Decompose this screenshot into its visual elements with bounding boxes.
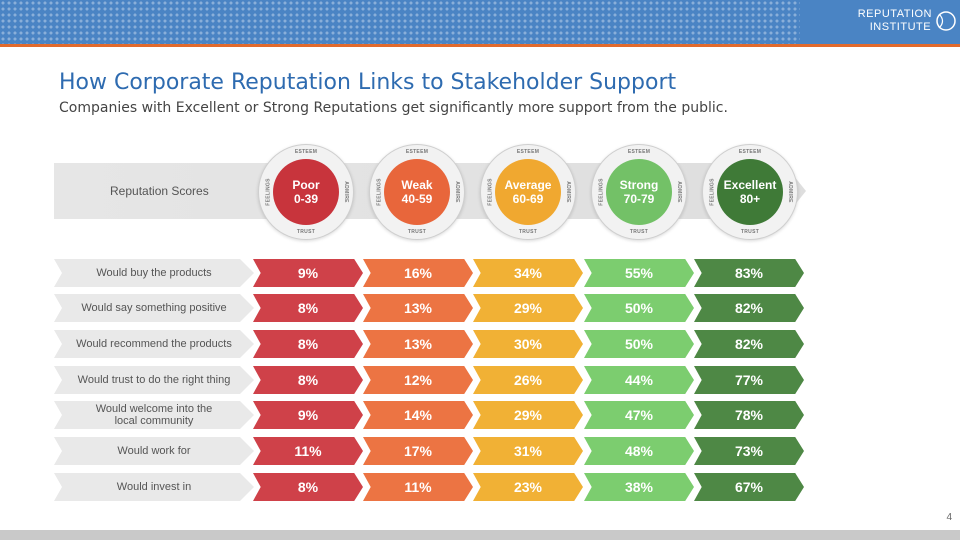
badge-rim-text: ESTEEM <box>627 149 651 155</box>
value-cell: 67% <box>694 473 804 501</box>
reputation-institute-logo: REPUTATION INSTITUTE <box>857 8 956 34</box>
value-cell: 78% <box>694 401 804 429</box>
badge-rim-text: ADMIRE <box>565 181 572 203</box>
badge-rim-text: FEELINGS <box>709 178 716 206</box>
category-name: Average <box>504 178 552 192</box>
world-map-pattern <box>0 0 800 44</box>
value-cell: 82% <box>694 330 804 358</box>
category-range: 70-79 <box>623 192 655 206</box>
badge-rim-text: ESTEEM <box>516 149 540 155</box>
value-cell: 9% <box>253 259 363 287</box>
row-label: Would say something positive <box>54 294 254 322</box>
value-cell: 8% <box>253 330 363 358</box>
value-cell: 8% <box>253 366 363 394</box>
value-cell: 50% <box>584 294 694 322</box>
category-name: Poor <box>292 178 320 192</box>
category-badge: ESTEEM TRUST FEELINGS ADMIRE Weak 40-59 <box>369 144 465 240</box>
category-badge: ESTEEM TRUST FEELINGS ADMIRE Excellent 80+ <box>702 144 798 240</box>
value-cell: 23% <box>473 473 583 501</box>
value-cell: 77% <box>694 366 804 394</box>
row-label: Would welcome into the local community <box>54 401 254 429</box>
page-subtitle: Companies with Excellent or Strong Reput… <box>59 100 728 116</box>
badge-rim-text: FEELINGS <box>598 178 605 206</box>
logo-line-2: INSTITUTE <box>869 21 932 33</box>
value-cell: 83% <box>694 259 804 287</box>
value-cell: 44% <box>584 366 694 394</box>
value-cell: 30% <box>473 330 583 358</box>
value-cell: 82% <box>694 294 804 322</box>
value-cell: 9% <box>253 401 363 429</box>
badge-core: Average 60-69 <box>495 159 561 225</box>
value-cell: 13% <box>363 330 473 358</box>
value-cell: 38% <box>584 473 694 501</box>
value-cell: 55% <box>584 259 694 287</box>
badge-core: Poor 0-39 <box>273 159 339 225</box>
badge-rim-text: TRUST <box>629 229 649 235</box>
header-banner: REPUTATION INSTITUTE <box>0 0 960 44</box>
category-badge: ESTEEM TRUST FEELINGS ADMIRE Average 60-69 <box>480 144 576 240</box>
page-title: How Corporate Reputation Links to Stakeh… <box>59 70 677 95</box>
row-label: Would recommend the products <box>54 330 254 358</box>
category-badge: ESTEEM TRUST FEELINGS ADMIRE Poor 0-39 <box>258 144 354 240</box>
value-cell: 17% <box>363 437 473 465</box>
badge-rim-text: ADMIRE <box>787 181 794 203</box>
badge-rim-text: ADMIRE <box>454 181 461 203</box>
value-cell: 50% <box>584 330 694 358</box>
badge-core: Weak 40-59 <box>384 159 450 225</box>
value-cell: 12% <box>363 366 473 394</box>
badge-core: Strong 70-79 <box>606 159 672 225</box>
badge-rim-text: TRUST <box>740 229 760 235</box>
badge-rim-text: ADMIRE <box>676 181 683 203</box>
value-cell: 8% <box>253 294 363 322</box>
footer-bar <box>0 530 960 540</box>
value-cell: 31% <box>473 437 583 465</box>
value-cell: 29% <box>473 294 583 322</box>
badge-rim-text: TRUST <box>407 229 427 235</box>
header-accent-line <box>0 44 960 47</box>
value-cell: 47% <box>584 401 694 429</box>
row-label: Would invest in <box>54 473 254 501</box>
badge-rim-text: ESTEEM <box>738 149 762 155</box>
value-cell: 16% <box>363 259 473 287</box>
badge-rim-text: FEELINGS <box>265 178 272 206</box>
badge-rim-text: FEELINGS <box>376 178 383 206</box>
row-label: Would trust to do the right thing <box>54 366 254 394</box>
badge-rim-text: ESTEEM <box>405 149 429 155</box>
category-range: 60-69 <box>512 192 544 206</box>
badge-rim-text: ESTEEM <box>294 149 318 155</box>
value-cell: 48% <box>584 437 694 465</box>
value-cell: 8% <box>253 473 363 501</box>
reputation-scores-label: Reputation Scores <box>110 184 209 198</box>
value-cell: 29% <box>473 401 583 429</box>
badge-rim-text: TRUST <box>518 229 538 235</box>
badge-core: Excellent 80+ <box>717 159 783 225</box>
category-range: 80+ <box>739 192 761 206</box>
page-number: 4 <box>946 512 952 523</box>
value-cell: 73% <box>694 437 804 465</box>
value-cell: 11% <box>363 473 473 501</box>
value-cell: 13% <box>363 294 473 322</box>
category-range: 0-39 <box>293 192 319 206</box>
row-label: Would buy the products <box>54 259 254 287</box>
logo-line-1: REPUTATION <box>857 8 932 20</box>
category-name: Excellent <box>723 178 777 192</box>
value-cell: 34% <box>473 259 583 287</box>
category-range: 40-59 <box>401 192 433 206</box>
value-cell: 26% <box>473 366 583 394</box>
row-label: Would work for <box>54 437 254 465</box>
value-cell: 14% <box>363 401 473 429</box>
badge-rim-text: ADMIRE <box>343 181 350 203</box>
category-name: Weak <box>401 178 433 192</box>
value-cell: 11% <box>253 437 363 465</box>
category-name: Strong <box>619 178 659 192</box>
globe-icon <box>936 11 956 31</box>
badge-rim-text: TRUST <box>296 229 316 235</box>
badge-rim-text: FEELINGS <box>487 178 494 206</box>
category-badge: ESTEEM TRUST FEELINGS ADMIRE Strong 70-79 <box>591 144 687 240</box>
